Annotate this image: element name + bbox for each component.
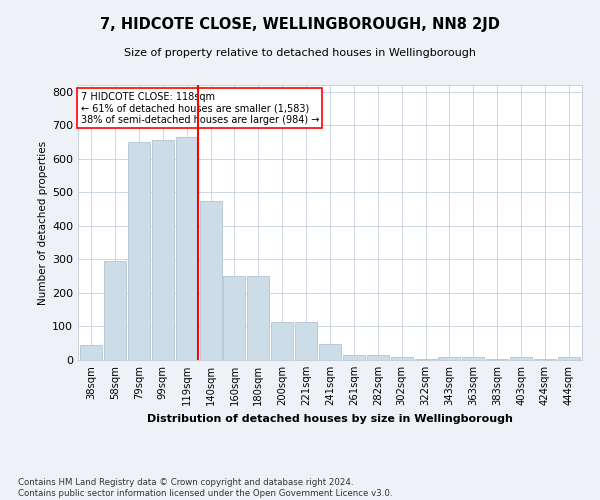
Bar xyxy=(247,276,269,360)
Text: Contains HM Land Registry data © Crown copyright and database right 2024.
Contai: Contains HM Land Registry data © Crown c… xyxy=(18,478,392,498)
Text: 7, HIDCOTE CLOSE, WELLINGBOROUGH, NN8 2JD: 7, HIDCOTE CLOSE, WELLINGBOROUGH, NN8 2J… xyxy=(100,18,500,32)
Bar xyxy=(128,142,150,360)
Bar xyxy=(463,358,484,360)
Bar xyxy=(367,355,389,360)
Bar xyxy=(200,200,221,360)
Bar xyxy=(223,276,245,360)
Bar xyxy=(152,140,174,360)
Bar xyxy=(271,322,293,360)
Bar xyxy=(415,359,437,360)
Bar xyxy=(104,261,126,360)
Bar xyxy=(176,137,197,360)
Bar xyxy=(486,359,508,360)
Bar xyxy=(319,344,341,360)
Bar xyxy=(343,355,365,360)
Bar xyxy=(510,358,532,360)
Bar xyxy=(391,356,413,360)
Y-axis label: Number of detached properties: Number of detached properties xyxy=(38,140,48,304)
Bar xyxy=(439,358,460,360)
Text: Size of property relative to detached houses in Wellingborough: Size of property relative to detached ho… xyxy=(124,48,476,58)
Bar xyxy=(295,322,317,360)
Text: 7 HIDCOTE CLOSE: 118sqm
← 61% of detached houses are smaller (1,583)
38% of semi: 7 HIDCOTE CLOSE: 118sqm ← 61% of detache… xyxy=(80,92,319,125)
Bar xyxy=(534,359,556,360)
X-axis label: Distribution of detached houses by size in Wellingborough: Distribution of detached houses by size … xyxy=(147,414,513,424)
Bar xyxy=(558,358,580,360)
Bar xyxy=(80,345,102,360)
